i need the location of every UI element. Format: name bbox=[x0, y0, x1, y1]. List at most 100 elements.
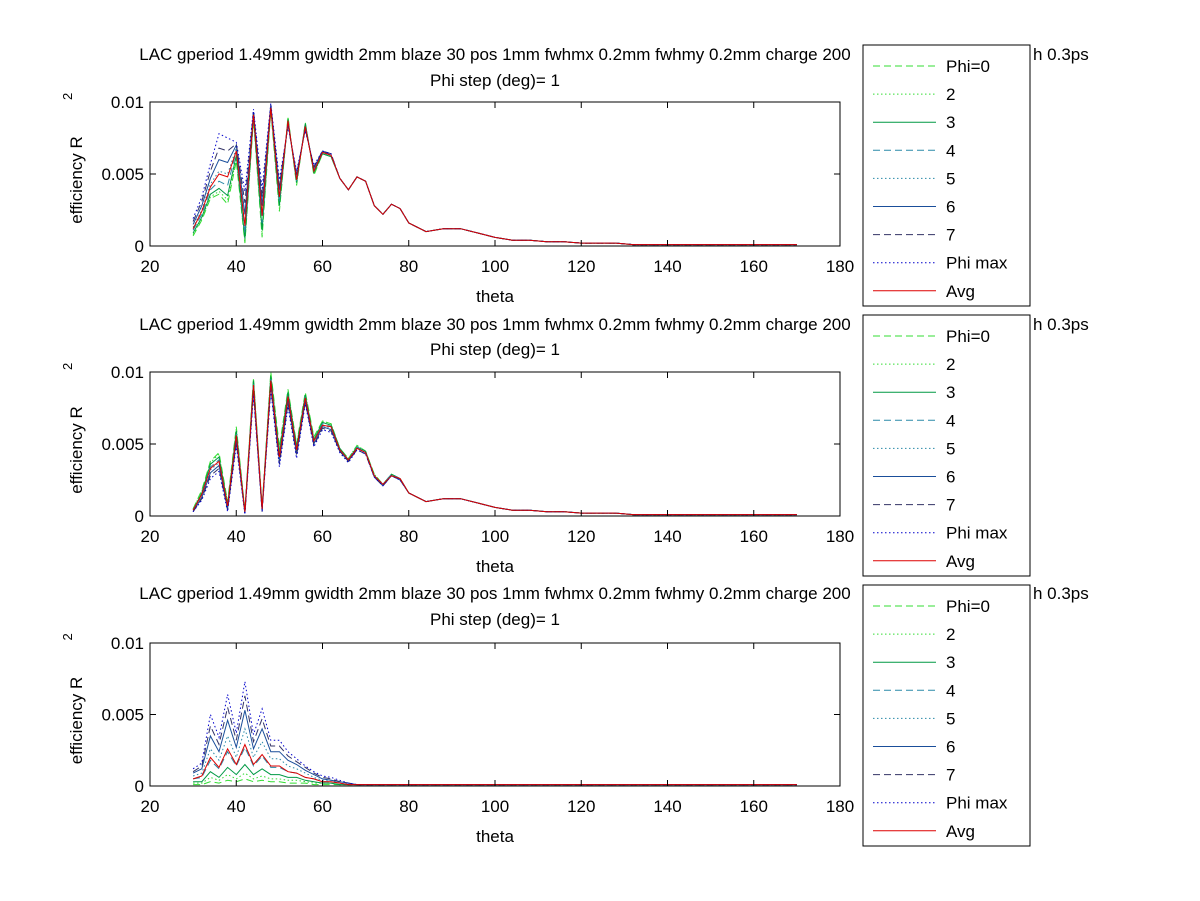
x-tick-label: 180 bbox=[826, 797, 854, 816]
legend-label: 5 bbox=[946, 439, 955, 458]
legend-item: 2 bbox=[873, 625, 955, 644]
y-axis-label: efficiency R bbox=[67, 136, 86, 224]
x-tick-label: 20 bbox=[141, 257, 160, 276]
y-axis-label-group: efficiency R 2 bbox=[60, 93, 86, 224]
legend-label: 3 bbox=[946, 113, 955, 132]
chart-subtitle: Phi step (deg)= 1 bbox=[430, 340, 560, 359]
series-line-4 bbox=[193, 746, 797, 786]
x-tick-label: 120 bbox=[567, 257, 595, 276]
legend-label: 2 bbox=[946, 625, 955, 644]
legend-label: 7 bbox=[946, 496, 955, 515]
legend-label: Phi=0 bbox=[946, 597, 990, 616]
legend-label: 2 bbox=[946, 355, 955, 374]
plot-area bbox=[192, 103, 797, 246]
subplot-1: LAC gperiod 1.49mm gwidth 2mm blaze 30 p… bbox=[60, 44, 1089, 307]
y-tick-label: 0 bbox=[135, 507, 144, 526]
legend-item: 4 bbox=[873, 681, 955, 700]
legend-label: 3 bbox=[946, 383, 955, 402]
legend-label: Phi max bbox=[946, 794, 1008, 813]
series-line-7 bbox=[192, 695, 797, 786]
legend-item: 7 bbox=[873, 766, 955, 785]
chart-title: LAC gperiod 1.49mm gwidth 2mm blaze 30 p… bbox=[139, 315, 850, 334]
legend-box bbox=[862, 314, 1031, 577]
chart-title-group: LAC gperiod 1.49mm gwidth 2mm blaze 30 p… bbox=[139, 315, 1088, 334]
legend-label: 6 bbox=[946, 468, 955, 487]
y-axis-label-group: efficiency R 2 bbox=[60, 633, 86, 764]
series-line-2 bbox=[192, 109, 797, 246]
y-tick-label: 0.005 bbox=[101, 706, 144, 725]
y-tick-label: 0.01 bbox=[111, 634, 144, 653]
chart-title: LAC gperiod 1.49mm gwidth 2mm blaze 30 p… bbox=[139, 45, 850, 64]
x-tick-label: 140 bbox=[653, 257, 681, 276]
x-tick-label: 60 bbox=[313, 797, 332, 816]
series-line-7 bbox=[192, 104, 797, 246]
chart-subtitle: Phi step (deg)= 1 bbox=[430, 610, 560, 629]
y-tick-label: 0 bbox=[135, 237, 144, 256]
y-axis-label-group: efficiency R 2 bbox=[60, 363, 86, 494]
chart-title-tail: h 0.3ps bbox=[1033, 45, 1089, 64]
x-tick-label: 80 bbox=[399, 527, 418, 546]
x-tick-label: 120 bbox=[567, 527, 595, 546]
legend-label: 7 bbox=[946, 766, 955, 785]
legend-item: Phi=0 bbox=[873, 327, 990, 346]
series-line-2 bbox=[192, 373, 797, 516]
subplot-3: LAC gperiod 1.49mm gwidth 2mm blaze 30 p… bbox=[60, 584, 1089, 847]
legend-item: Avg bbox=[873, 552, 975, 571]
x-axis-label: theta bbox=[476, 557, 514, 576]
legend-label: 5 bbox=[946, 709, 955, 728]
series-line-4 bbox=[192, 106, 797, 246]
legend-item: 3 bbox=[873, 113, 955, 132]
legend-label: Phi max bbox=[946, 524, 1008, 543]
x-tick-label: 120 bbox=[567, 797, 595, 816]
legend-label: 3 bbox=[946, 653, 955, 672]
legend-label: 6 bbox=[946, 738, 955, 757]
x-tick-label: 160 bbox=[740, 797, 768, 816]
x-tick-label: 180 bbox=[826, 527, 854, 546]
series-line-9 bbox=[192, 380, 797, 516]
x-tick-label: 100 bbox=[481, 797, 509, 816]
legend: Phi=0 2 3 4 5 6 7 Phi max Avg bbox=[862, 584, 1031, 847]
legend: Phi=0 2 3 4 5 6 7 Phi max Avg bbox=[862, 44, 1031, 307]
x-axis-label: theta bbox=[476, 287, 514, 306]
legend-item: Phi max bbox=[873, 794, 1008, 813]
legend-item: 2 bbox=[873, 355, 955, 374]
legend-item: Phi=0 bbox=[873, 597, 990, 616]
legend-item: 6 bbox=[873, 198, 955, 217]
x-tick-label: 40 bbox=[227, 257, 246, 276]
series-line-8 bbox=[192, 103, 797, 246]
legend-item: 2 bbox=[873, 85, 955, 104]
legend-box bbox=[862, 584, 1031, 847]
y-axis-label: efficiency R bbox=[67, 406, 86, 494]
chart-title-group: LAC gperiod 1.49mm gwidth 2mm blaze 30 p… bbox=[139, 45, 1088, 64]
chart-title-tail: h 0.3ps bbox=[1033, 315, 1089, 334]
plot-area bbox=[192, 371, 797, 516]
chart-title-tail: h 0.3ps bbox=[1033, 584, 1089, 603]
legend-item: 5 bbox=[873, 439, 955, 458]
series-line-9 bbox=[192, 743, 797, 786]
series-line-8 bbox=[192, 390, 797, 516]
legend-item: Phi max bbox=[873, 524, 1008, 543]
x-tick-label: 80 bbox=[399, 257, 418, 276]
legend-label: Avg bbox=[946, 552, 975, 571]
legend-item: Avg bbox=[873, 282, 975, 301]
legend-item: 7 bbox=[873, 226, 955, 245]
chart-title-group: LAC gperiod 1.49mm gwidth 2mm blaze 30 p… bbox=[139, 584, 1088, 603]
y-axis-label-superscript: 2 bbox=[60, 633, 75, 640]
series-line-5 bbox=[192, 382, 797, 516]
series-line-6 bbox=[192, 710, 797, 786]
x-tick-label: 40 bbox=[227, 527, 246, 546]
legend-label: 7 bbox=[946, 226, 955, 245]
x-tick-label: 160 bbox=[740, 527, 768, 546]
x-tick-label: 60 bbox=[313, 527, 332, 546]
legend-item: 7 bbox=[873, 496, 955, 515]
legend-item: 5 bbox=[873, 169, 955, 188]
x-tick-label: 60 bbox=[313, 257, 332, 276]
legend-item: 4 bbox=[873, 411, 955, 430]
x-tick-label: 160 bbox=[740, 257, 768, 276]
legend-item: 3 bbox=[873, 383, 955, 402]
legend-label: 4 bbox=[946, 411, 955, 430]
legend-label: 2 bbox=[946, 85, 955, 104]
legend-label: 6 bbox=[946, 198, 955, 217]
series-line-5 bbox=[192, 106, 797, 246]
